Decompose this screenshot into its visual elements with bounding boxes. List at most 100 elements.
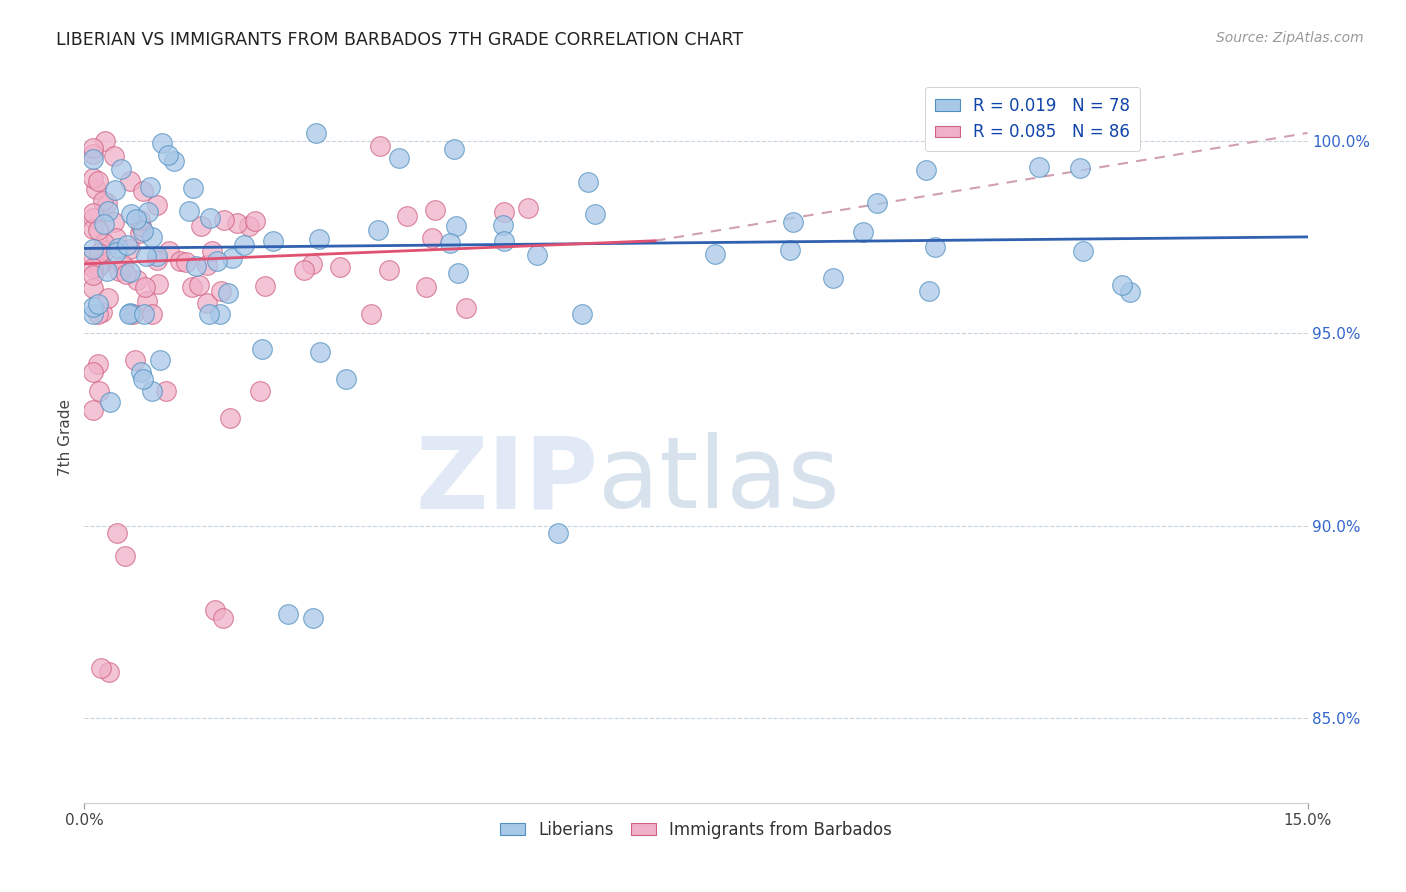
Point [105,230,128,244]
Point [221,252,243,266]
Point [118,265,141,279]
Point [212,611,235,625]
Point [156,148,179,162]
Point [308,345,330,359]
Point [243,214,266,228]
Point [277,607,299,622]
Point [444,219,467,233]
Point [205,254,228,268]
Point [94,134,117,148]
Point [821,271,844,285]
Point [115,238,138,252]
Point [114,267,136,281]
Point [146,253,169,268]
Point [387,152,409,166]
Point [82,301,104,315]
Point [181,280,204,294]
Point [104,183,127,197]
Point [146,198,169,212]
Point [420,231,443,245]
Point [98,395,121,409]
Point [425,203,447,218]
Point [159,244,181,258]
Point [232,237,254,252]
Point [198,211,221,225]
Point [1069,161,1091,175]
Point [82,242,104,256]
Point [238,219,260,233]
Point [89,257,111,271]
Point [118,242,141,256]
Point [395,210,418,224]
Point [146,277,169,291]
Point [308,232,330,246]
Point [82,152,104,166]
Point [104,245,127,260]
Point [82,221,104,235]
Point [86,357,108,371]
Point [576,175,599,189]
Point [135,249,157,263]
Text: Source: ZipAtlas.com: Source: ZipAtlas.com [1216,31,1364,45]
Point [169,253,191,268]
Point [82,140,104,154]
Point [82,281,104,295]
Point [188,277,211,292]
Point [150,136,173,150]
Point [125,212,148,227]
Point [105,526,128,541]
Point [82,403,104,417]
Point [301,611,323,625]
Point [132,224,155,238]
Point [114,549,136,564]
Point [918,285,941,299]
Point [129,219,152,233]
Point [368,138,391,153]
Point [129,213,152,227]
Point [852,225,875,239]
Point [120,174,142,188]
Point [492,218,515,232]
Y-axis label: 7th Grade: 7th Grade [58,399,73,475]
Point [82,365,104,379]
Point [197,307,219,321]
Point [82,249,104,263]
Point [103,149,125,163]
Point [124,353,146,368]
Point [1119,285,1142,299]
Point [866,196,889,211]
Point [141,384,163,398]
Point [82,206,104,220]
Text: atlas: atlas [598,433,839,530]
Point [139,180,162,194]
Point [201,244,224,259]
Point [415,280,437,294]
Point [86,223,108,237]
Point [87,307,110,321]
Point [1071,244,1094,258]
Point [82,211,104,226]
Text: LIBERIAN VS IMMIGRANTS FROM BARBADOS 7TH GRADE CORRELATION CHART: LIBERIAN VS IMMIGRANTS FROM BARBADOS 7TH… [56,31,744,49]
Point [367,223,389,237]
Point [122,307,145,321]
Point [516,201,538,215]
Point [87,174,110,188]
Point [93,236,115,251]
Point [217,285,239,300]
Point [571,307,593,321]
Point [704,247,727,261]
Point [125,272,148,286]
Point [360,307,382,321]
Point [82,307,104,321]
Point [120,206,142,220]
Point [93,218,115,232]
Point [136,293,159,308]
Point [219,410,242,425]
Point [82,268,104,282]
Point [97,291,120,305]
Point [134,307,156,321]
Point [134,279,156,293]
Point [131,185,153,199]
Point [82,171,104,186]
Point [439,235,461,250]
